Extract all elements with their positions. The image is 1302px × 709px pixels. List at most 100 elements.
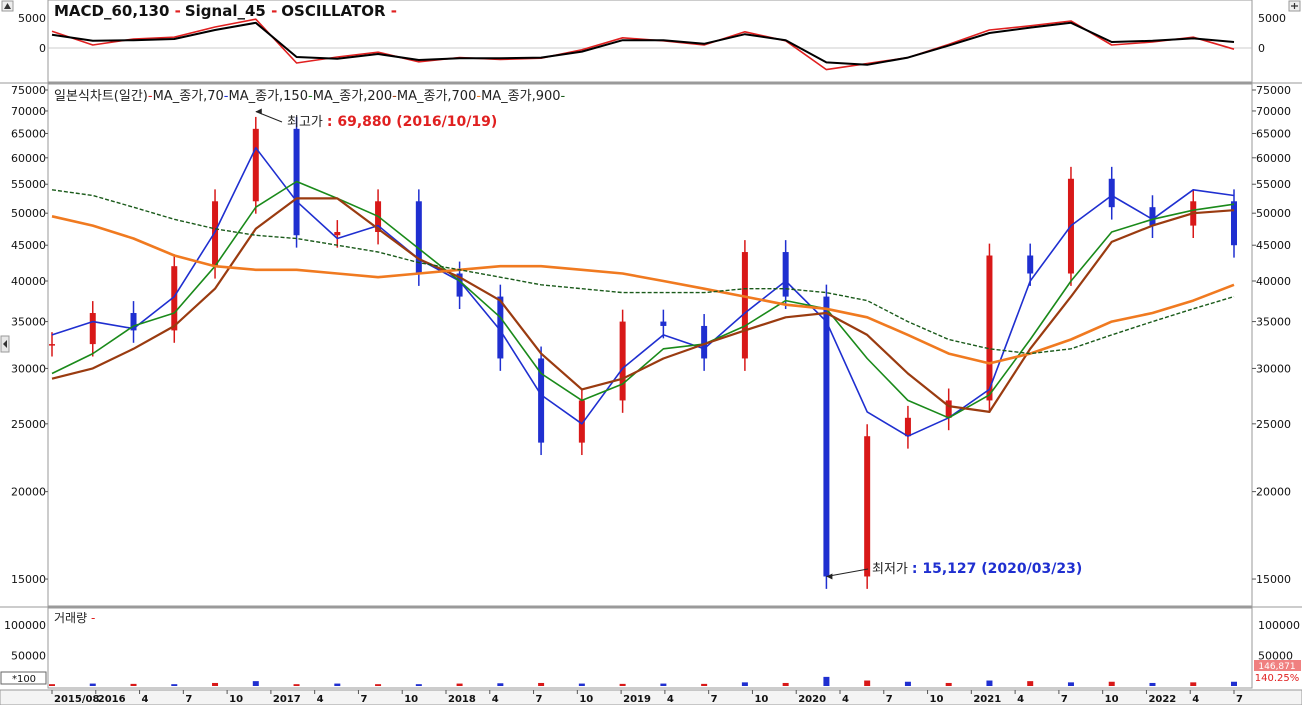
volume-axis-tick-label-right: 50000: [1258, 650, 1293, 663]
x-axis-tick-label: 2020: [798, 694, 826, 705]
price-candle: [578, 400, 585, 443]
price-axis-tick-label-right: 75000: [1256, 84, 1291, 97]
volume-legend: 거래량 -: [54, 611, 95, 625]
x-axis-tick-label: 4: [142, 694, 149, 705]
scroll-up-icon[interactable]: [1, 0, 14, 12]
low-price-annotation: 최저가: 15,127 (2020/03/23): [872, 561, 1082, 577]
volume-bar: [1190, 682, 1197, 686]
price-axis-tick-label-right: 40000: [1256, 275, 1291, 288]
volume-axis-tick-label-left: 100000: [4, 619, 46, 632]
price-candle: [864, 436, 871, 577]
volume-bar: [864, 680, 871, 686]
macd-line-1: [51, 21, 1235, 66]
price-candle: [660, 321, 667, 326]
high-price-annotation: 최고가: 69,880 (2016/10/19): [287, 114, 497, 130]
volume-bar: [1149, 682, 1156, 686]
volume-bar: [904, 681, 911, 686]
price-layer: [49, 108, 1237, 589]
volume-bar: [986, 680, 993, 686]
volume-bar: [375, 684, 382, 686]
price-candle: [89, 313, 96, 345]
price-axis-tick-label-right: 65000: [1256, 127, 1291, 140]
x-axis-tick-label: 4: [667, 694, 674, 705]
price-candle: [782, 252, 789, 297]
x-axis-tick-label: 7: [886, 694, 893, 705]
volume-bar: [293, 684, 300, 686]
x-axis-tick-label: 2018: [448, 694, 476, 705]
macd-axis-tick-label-left: 0: [39, 42, 46, 55]
price-axis-tick-label-left: 75000: [11, 84, 46, 97]
maximize-icon[interactable]: [1288, 0, 1301, 12]
x-axis-tick-label: 4: [492, 694, 499, 705]
price-axis-tick-label-right: 70000: [1256, 105, 1291, 118]
volume-bar: [252, 681, 259, 686]
x-axis-tick-label: 7: [1236, 694, 1243, 705]
x-axis-tick-label: 4: [1192, 694, 1199, 705]
x-axis-tick-label: 10: [1105, 694, 1119, 705]
volume-badge-top: [1254, 660, 1301, 671]
volume-bar: [1027, 681, 1034, 686]
price-candle: [212, 201, 219, 267]
x-axis-tick-label: 4: [1017, 694, 1024, 705]
panel-collapse-handle-icon[interactable]: [0, 335, 10, 353]
volume-badge-bottom-label: 140.25%: [1255, 673, 1300, 684]
price-candle: [823, 296, 830, 577]
price-candle: [334, 232, 341, 236]
volume-bar: [212, 682, 219, 686]
x-axis-tick-label: 7: [185, 694, 192, 705]
volume-layer: [49, 676, 1237, 686]
ma-line-1: [51, 147, 1235, 438]
volume-bar: [660, 683, 667, 686]
x-axis-tick-label: 2022: [1148, 694, 1176, 705]
x-axis-tick-label: 10: [229, 694, 243, 705]
macd-axis-tick-label-left: 5000: [18, 12, 46, 25]
macd-axis-tick-label-right: 0: [1258, 42, 1265, 55]
x-axis-tick-label: 10: [930, 694, 944, 705]
x-axis-tick-label: 7: [1061, 694, 1068, 705]
price-axis-tick-label-right: 55000: [1256, 178, 1291, 191]
ma-line-5: [51, 189, 1235, 355]
price-axis-tick-label-right: 35000: [1256, 316, 1291, 329]
price-candle: [252, 128, 259, 202]
price-candle: [986, 255, 993, 401]
x-axis-tick-label: 7: [360, 694, 367, 705]
ma-line-2: [51, 180, 1235, 419]
price-candle: [1108, 178, 1115, 208]
x-axis-tick-label: 2015/08: [54, 694, 99, 705]
price-candle: [1231, 201, 1237, 246]
volume-bar: [1067, 682, 1074, 686]
price-axis-tick-label-left: 20000: [11, 486, 46, 499]
volume-bar: [782, 682, 789, 686]
price-axis-tick-label-left: 40000: [11, 275, 46, 288]
volume-panel-frame: [47, 607, 1253, 689]
volume-axis-tick-label-right: 100000: [1258, 619, 1300, 632]
volume-bar: [456, 683, 463, 686]
price-candle: [904, 417, 911, 437]
price-axis-tick-label-left: 60000: [11, 152, 46, 165]
price-axis-tick-label-right: 60000: [1256, 152, 1291, 165]
volume-badge-top-label: 146,871: [1258, 662, 1295, 672]
volume-bar: [497, 683, 504, 686]
price-axis-tick-label-left: 55000: [11, 178, 46, 191]
x-axis-tick-label: 2021: [973, 694, 1001, 705]
annotation-pointer-arrow: [826, 573, 833, 580]
price-candle: [130, 313, 137, 331]
volume-unit-box: [0, 671, 47, 685]
x-axis-tick-label: 4: [842, 694, 849, 705]
annotation-pointer-arrow: [255, 108, 262, 115]
x-axis-tick-label: 2017: [273, 694, 301, 705]
volume-bar: [415, 684, 422, 686]
ma-line-4: [51, 215, 1235, 365]
x-axis-tick-label: 2016: [98, 694, 126, 705]
price-axis-tick-label-left: 30000: [11, 362, 46, 375]
macd-layer: [48, 18, 1252, 71]
volume-bar: [171, 684, 178, 686]
price-axis-tick-label-left: 50000: [11, 207, 46, 220]
price-axis-tick-label-left: 70000: [11, 105, 46, 118]
x-axis-tick-label: 7: [711, 694, 718, 705]
volume-bar: [334, 683, 341, 686]
ma-line-3: [51, 197, 1235, 413]
